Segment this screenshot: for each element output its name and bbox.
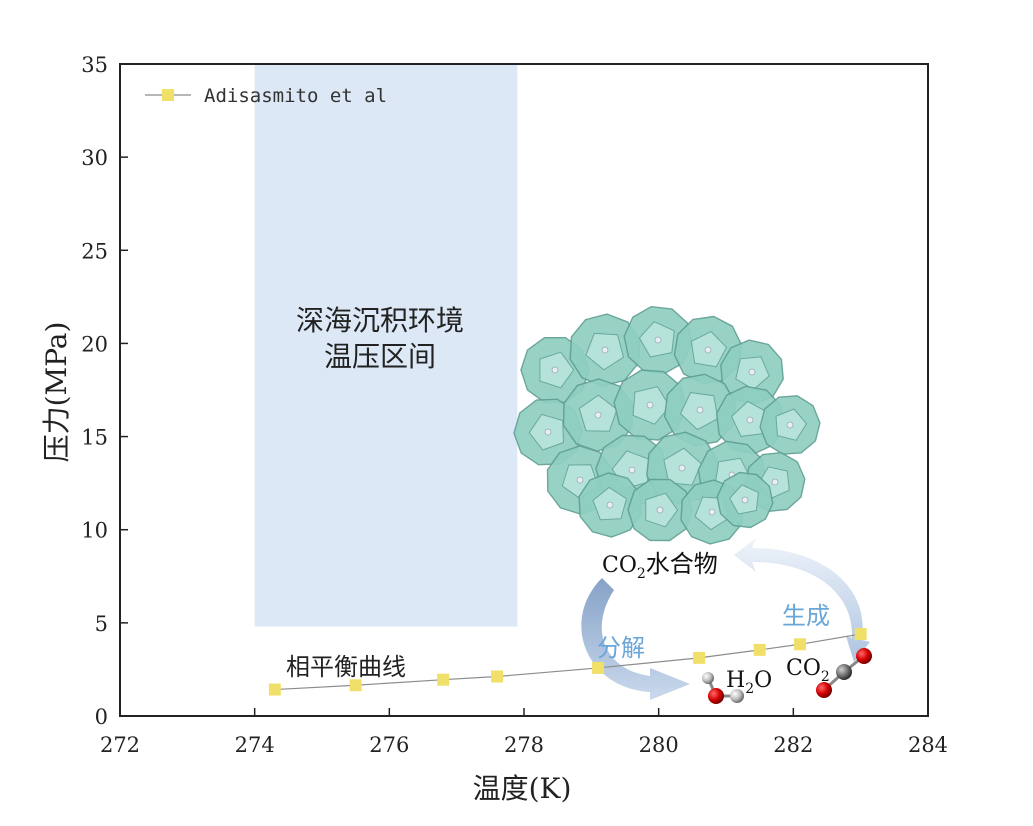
- y-tick-label: 15: [81, 426, 108, 450]
- x-tick-label: 278: [504, 733, 544, 757]
- co2-label: CO2: [786, 656, 830, 685]
- guest-molecule-dot: [544, 428, 552, 436]
- x-tick-label: 282: [773, 733, 813, 757]
- guest-molecule-dot: [786, 421, 794, 429]
- data-point: [693, 651, 706, 664]
- co2-formula: CO: [786, 656, 821, 681]
- region-label-line2: 温压区间: [324, 340, 436, 373]
- hydrate-subscript: 2: [637, 566, 646, 582]
- water-formula: H: [726, 668, 745, 693]
- y-axis-title: 压力(MPa): [40, 322, 73, 463]
- x-tick-label: 272: [100, 733, 140, 757]
- region-label-line1: 深海沉积环境: [296, 304, 464, 337]
- guest-molecule-dot: [656, 506, 664, 514]
- x-tick-label: 276: [369, 733, 409, 757]
- guest-molecule-dot: [704, 346, 712, 354]
- x-tick-label: 284: [908, 733, 948, 757]
- x-axis: 272 274 276 278 280 282 284: [100, 708, 948, 757]
- formation-arrow-icon: [734, 538, 870, 662]
- y-tick-label: 10: [81, 519, 108, 543]
- guest-molecule-dot: [594, 411, 602, 419]
- water-subscript: 2: [745, 681, 754, 697]
- guest-molecule-dot: [771, 478, 779, 486]
- y-tick-label: 0: [95, 705, 108, 729]
- legend-label: Adisasmito et al: [204, 85, 387, 107]
- data-point: [268, 683, 281, 696]
- hydrate-cluster-illustration: [513, 305, 821, 545]
- co2-molecule-icon: [816, 648, 872, 698]
- hydrate-label: CO2水合物: [602, 550, 718, 582]
- guest-molecule-dot: [741, 496, 749, 504]
- data-point: [794, 638, 807, 651]
- data-point: [349, 679, 362, 692]
- water-label: H2O: [726, 668, 772, 697]
- water-suffix: O: [754, 668, 772, 693]
- co2-subscript: 2: [821, 669, 830, 685]
- decomposition-label: 分解: [597, 634, 645, 662]
- y-tick-label: 5: [95, 612, 108, 636]
- guest-molecule-dot: [646, 401, 654, 409]
- guest-molecule-dot: [551, 366, 559, 374]
- deep-sea-temperature-pressure-region: [254, 64, 518, 627]
- hydrate-formula: CO: [602, 553, 637, 578]
- formation-label: 生成: [782, 602, 830, 630]
- y-tick-label: 30: [81, 146, 108, 170]
- guest-molecule-dot: [606, 501, 614, 509]
- hydrate-suffix: 水合物: [646, 550, 718, 578]
- data-point: [491, 670, 504, 683]
- guest-molecule-dot: [746, 416, 754, 424]
- data-point: [753, 643, 766, 656]
- y-axis: 0 5 10 15 20 25 30 35: [81, 53, 128, 729]
- y-tick-label: 35: [81, 53, 108, 77]
- x-axis-title: 温度(K): [473, 772, 572, 805]
- x-tick-label: 280: [639, 733, 679, 757]
- guest-molecule-dot: [654, 336, 662, 344]
- guest-molecule-dot: [678, 464, 686, 472]
- water-molecule-icon: [702, 672, 744, 704]
- guest-molecule-dot: [628, 466, 636, 474]
- guest-molecule-dot: [576, 476, 584, 484]
- guest-molecule-dot: [708, 508, 716, 516]
- y-tick-label: 25: [81, 239, 108, 263]
- guest-molecule-dot: [601, 346, 609, 354]
- guest-molecule-dot: [696, 406, 704, 414]
- phase-curve-label: 相平衡曲线: [286, 653, 406, 681]
- decomposition-arrow-icon: [581, 578, 690, 700]
- series-points-adisasmito: [268, 628, 867, 696]
- guest-molecule-dot: [748, 368, 756, 376]
- data-point: [592, 661, 605, 674]
- y-tick-label: 20: [81, 332, 108, 356]
- x-tick-label: 274: [235, 733, 275, 757]
- legend: Adisasmito et al: [145, 85, 387, 107]
- data-point: [854, 628, 867, 641]
- data-point: [437, 673, 450, 686]
- legend-marker-icon: [162, 89, 174, 101]
